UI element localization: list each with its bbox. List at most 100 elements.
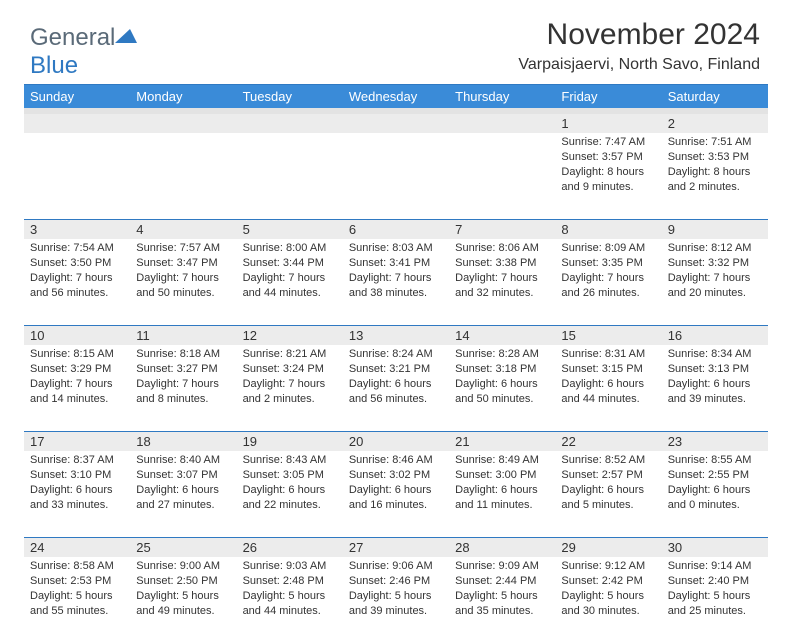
- day-number: 2: [662, 114, 768, 133]
- weekday-label: Wednesday: [343, 85, 449, 108]
- sunset-text: Sunset: 3:41 PM: [349, 256, 443, 271]
- sunset-text: Sunset: 3:21 PM: [349, 362, 443, 377]
- sunrise-text: Sunrise: 7:57 AM: [136, 241, 230, 256]
- daylight-text: Daylight: 7 hours and 14 minutes.: [30, 377, 124, 407]
- weekday-label: Sunday: [24, 85, 130, 108]
- day-number: 9: [662, 220, 768, 239]
- daylight-text: Daylight: 7 hours and 8 minutes.: [136, 377, 230, 407]
- daylight-text: Daylight: 5 hours and 30 minutes.: [561, 589, 655, 619]
- weekday-label: Thursday: [449, 85, 555, 108]
- calendar-cell: [130, 133, 236, 219]
- sunset-text: Sunset: 3:38 PM: [455, 256, 549, 271]
- sunrise-text: Sunrise: 9:06 AM: [349, 559, 443, 574]
- sunset-text: Sunset: 2:44 PM: [455, 574, 549, 589]
- day-number: [237, 114, 343, 133]
- sunset-text: Sunset: 3:05 PM: [243, 468, 337, 483]
- day-number: 27: [343, 538, 449, 557]
- weekday-label: Monday: [130, 85, 236, 108]
- day-number: 22: [555, 432, 661, 451]
- daylight-text: Daylight: 6 hours and 33 minutes.: [30, 483, 124, 513]
- calendar-cell: Sunrise: 9:03 AMSunset: 2:48 PMDaylight:…: [237, 557, 343, 643]
- calendar-cell: Sunrise: 9:09 AMSunset: 2:44 PMDaylight:…: [449, 557, 555, 643]
- daylight-text: Daylight: 7 hours and 26 minutes.: [561, 271, 655, 301]
- daylight-text: Daylight: 6 hours and 27 minutes.: [136, 483, 230, 513]
- sunrise-text: Sunrise: 7:51 AM: [668, 135, 762, 150]
- sunrise-text: Sunrise: 8:03 AM: [349, 241, 443, 256]
- day-number-row: 10111213141516: [24, 326, 768, 345]
- daylight-text: Daylight: 8 hours and 9 minutes.: [561, 165, 655, 195]
- sunset-text: Sunset: 2:48 PM: [243, 574, 337, 589]
- sunset-text: Sunset: 2:53 PM: [30, 574, 124, 589]
- sunset-text: Sunset: 2:57 PM: [561, 468, 655, 483]
- calendar-cell: Sunrise: 9:00 AMSunset: 2:50 PMDaylight:…: [130, 557, 236, 643]
- sunset-text: Sunset: 3:18 PM: [455, 362, 549, 377]
- sunrise-text: Sunrise: 8:24 AM: [349, 347, 443, 362]
- sunset-text: Sunset: 3:13 PM: [668, 362, 762, 377]
- day-number: 21: [449, 432, 555, 451]
- calendar-cell: Sunrise: 8:28 AMSunset: 3:18 PMDaylight:…: [449, 345, 555, 431]
- day-number-row: 24252627282930: [24, 538, 768, 557]
- day-number: 1: [555, 114, 661, 133]
- sunrise-text: Sunrise: 8:15 AM: [30, 347, 124, 362]
- calendar-week: Sunrise: 8:15 AMSunset: 3:29 PMDaylight:…: [24, 345, 768, 431]
- daylight-text: Daylight: 6 hours and 5 minutes.: [561, 483, 655, 513]
- day-number: 17: [24, 432, 130, 451]
- day-number: 18: [130, 432, 236, 451]
- calendar-cell: Sunrise: 8:49 AMSunset: 3:00 PMDaylight:…: [449, 451, 555, 537]
- weekday-label: Saturday: [662, 85, 768, 108]
- calendar-cell: Sunrise: 8:34 AMSunset: 3:13 PMDaylight:…: [662, 345, 768, 431]
- sunrise-text: Sunrise: 8:34 AM: [668, 347, 762, 362]
- sunrise-text: Sunrise: 7:47 AM: [561, 135, 655, 150]
- sunrise-text: Sunrise: 9:03 AM: [243, 559, 337, 574]
- calendar-cell: [449, 133, 555, 219]
- sunrise-text: Sunrise: 8:37 AM: [30, 453, 124, 468]
- daylight-text: Daylight: 6 hours and 22 minutes.: [243, 483, 337, 513]
- day-number: 15: [555, 326, 661, 345]
- day-number: [449, 114, 555, 133]
- daylight-text: Daylight: 6 hours and 50 minutes.: [455, 377, 549, 407]
- calendar-week: Sunrise: 8:37 AMSunset: 3:10 PMDaylight:…: [24, 451, 768, 537]
- day-number: 8: [555, 220, 661, 239]
- day-number: 30: [662, 538, 768, 557]
- daylight-text: Daylight: 5 hours and 55 minutes.: [30, 589, 124, 619]
- day-number: 14: [449, 326, 555, 345]
- calendar-cell: Sunrise: 8:55 AMSunset: 2:55 PMDaylight:…: [662, 451, 768, 537]
- sunset-text: Sunset: 2:40 PM: [668, 574, 762, 589]
- day-number: 23: [662, 432, 768, 451]
- day-number-row: 3456789: [24, 220, 768, 239]
- logo: General Blue: [30, 22, 137, 80]
- sunset-text: Sunset: 3:50 PM: [30, 256, 124, 271]
- sunset-text: Sunset: 3:10 PM: [30, 468, 124, 483]
- daylight-text: Daylight: 7 hours and 32 minutes.: [455, 271, 549, 301]
- calendar-cell: Sunrise: 8:00 AMSunset: 3:44 PMDaylight:…: [237, 239, 343, 325]
- day-number: 13: [343, 326, 449, 345]
- sunset-text: Sunset: 3:07 PM: [136, 468, 230, 483]
- sunset-text: Sunset: 3:47 PM: [136, 256, 230, 271]
- calendar-cell: [24, 133, 130, 219]
- calendar-cell: Sunrise: 8:37 AMSunset: 3:10 PMDaylight:…: [24, 451, 130, 537]
- day-number: 11: [130, 326, 236, 345]
- day-number-row: 12: [24, 114, 768, 133]
- weekday-header: SundayMondayTuesdayWednesdayThursdayFrid…: [24, 85, 768, 108]
- sunrise-text: Sunrise: 8:43 AM: [243, 453, 337, 468]
- calendar-cell: Sunrise: 9:14 AMSunset: 2:40 PMDaylight:…: [662, 557, 768, 643]
- sunrise-text: Sunrise: 8:46 AM: [349, 453, 443, 468]
- daylight-text: Daylight: 5 hours and 35 minutes.: [455, 589, 549, 619]
- daylight-text: Daylight: 5 hours and 25 minutes.: [668, 589, 762, 619]
- calendar-cell: Sunrise: 8:52 AMSunset: 2:57 PMDaylight:…: [555, 451, 661, 537]
- day-number: 28: [449, 538, 555, 557]
- calendar-cell: [343, 133, 449, 219]
- calendar-cell: Sunrise: 8:09 AMSunset: 3:35 PMDaylight:…: [555, 239, 661, 325]
- sunrise-text: Sunrise: 8:12 AM: [668, 241, 762, 256]
- daylight-text: Daylight: 6 hours and 56 minutes.: [349, 377, 443, 407]
- logo-triangle-icon: [115, 22, 137, 50]
- calendar-cell: Sunrise: 7:57 AMSunset: 3:47 PMDaylight:…: [130, 239, 236, 325]
- day-number: 12: [237, 326, 343, 345]
- sunrise-text: Sunrise: 8:18 AM: [136, 347, 230, 362]
- calendar-cell: Sunrise: 7:54 AMSunset: 3:50 PMDaylight:…: [24, 239, 130, 325]
- sunrise-text: Sunrise: 8:31 AM: [561, 347, 655, 362]
- calendar-week: Sunrise: 8:58 AMSunset: 2:53 PMDaylight:…: [24, 557, 768, 643]
- sunrise-text: Sunrise: 8:21 AM: [243, 347, 337, 362]
- day-number: 25: [130, 538, 236, 557]
- calendar-week: Sunrise: 7:47 AMSunset: 3:57 PMDaylight:…: [24, 133, 768, 219]
